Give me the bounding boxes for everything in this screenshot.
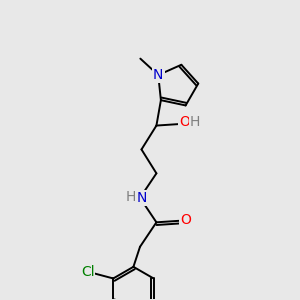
Text: H: H: [190, 115, 200, 129]
Text: O: O: [180, 213, 191, 227]
Text: O: O: [179, 115, 190, 129]
Text: Cl: Cl: [81, 265, 94, 279]
Text: N: N: [136, 191, 147, 205]
Text: H: H: [125, 190, 136, 204]
Text: N: N: [153, 68, 164, 82]
